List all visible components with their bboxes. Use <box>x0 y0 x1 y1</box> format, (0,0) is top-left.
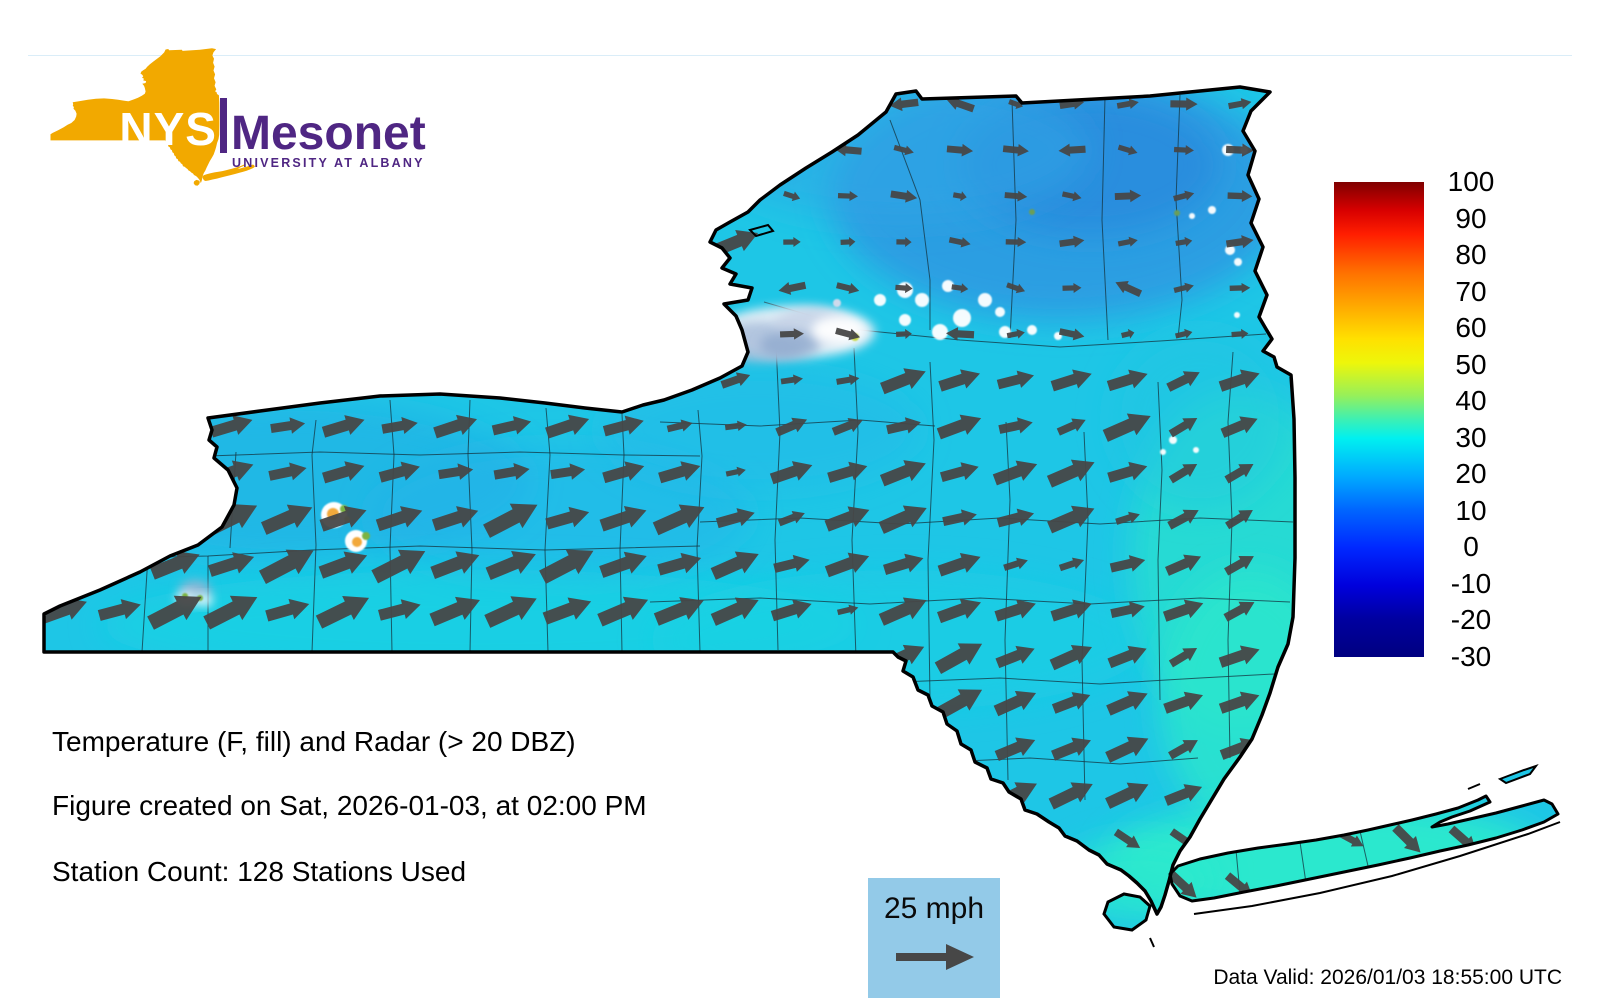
station-count-text: Station Count: 128 Stations Used <box>52 856 467 887</box>
ny-state-logo-shape <box>50 48 220 184</box>
colorbar-tick-label: 0 <box>1463 531 1479 563</box>
colorbar-tick-label: 90 <box>1455 202 1487 234</box>
wind-legend-arrow-icon <box>896 944 974 970</box>
top-divider-line <box>28 55 1572 56</box>
logo-mesonet-text: Mesonet <box>231 107 426 160</box>
wind-speed-legend: 25 mph <box>868 878 1000 998</box>
colorbar-tick-label: 10 <box>1455 494 1487 526</box>
colorbar-tick-label: -30 <box>1450 641 1492 672</box>
temperature-colorbar <box>1334 182 1424 657</box>
figure-created-text: Figure created on Sat, 2026-01-03, at 02… <box>52 790 647 821</box>
logo-divider-bar <box>220 98 227 153</box>
colorbar-tick-label: 40 <box>1455 385 1487 417</box>
ny-state-logo-long-island <box>193 163 255 186</box>
map-title: Temperature (F, fill) and Radar (> 20 DB… <box>52 726 576 757</box>
data-valid-timestamp: Data Valid: 2026/01/03 18:55:00 UTC <box>1213 966 1562 989</box>
colorbar-tick-labels: 100 90 80 70 60 50 40 30 20 10 0 -10 -20 -30 <box>1428 167 1514 672</box>
wind-vector-layer <box>44 96 1477 898</box>
colorbar-tick-label: -10 <box>1450 567 1492 599</box>
colorbar-tick-label: 20 <box>1455 458 1487 490</box>
colorbar-tick-label: 60 <box>1455 312 1487 344</box>
colorbar-tick-label: 50 <box>1455 348 1487 380</box>
colorbar-tick-label: -20 <box>1450 604 1492 636</box>
wind-legend-label: 25 mph <box>883 892 985 925</box>
colorbar-tick-label: 80 <box>1455 239 1487 271</box>
state-outline-layer <box>42 85 1561 948</box>
nys-mesonet-logo: NYS Mesonet UNIVERSITY AT ALBANY <box>50 48 426 186</box>
logo-nys-text: NYS <box>119 103 217 155</box>
logo-university-text: UNIVERSITY AT ALBANY <box>232 156 425 170</box>
colorbar-tick-label: 100 <box>1447 166 1495 197</box>
colorbar-tick-label: 70 <box>1455 275 1487 307</box>
colorbar-tick-label: 30 <box>1455 421 1487 453</box>
